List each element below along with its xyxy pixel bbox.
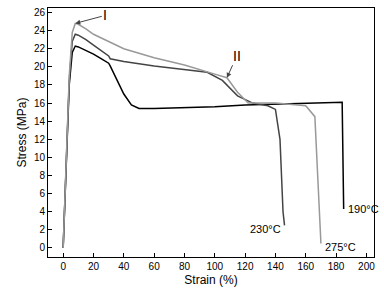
svg-text:22: 22 <box>34 43 46 54</box>
svg-text:230°C: 230°C <box>250 223 281 235</box>
svg-text:8: 8 <box>39 170 45 181</box>
svg-text:Strain (%): Strain (%) <box>184 273 237 287</box>
svg-text:190°C: 190°C <box>348 203 379 215</box>
svg-text:20: 20 <box>34 61 46 72</box>
svg-text:I: I <box>103 7 107 23</box>
svg-text:6: 6 <box>39 188 45 199</box>
svg-text:2: 2 <box>39 224 45 235</box>
svg-text:Stress (MPa): Stress (MPa) <box>15 97 29 167</box>
svg-text:18: 18 <box>34 79 46 90</box>
svg-text:24: 24 <box>34 25 46 36</box>
svg-text:II: II <box>233 48 241 64</box>
svg-text:120: 120 <box>237 261 254 272</box>
svg-text:80: 80 <box>179 261 191 272</box>
svg-text:275°C: 275°C <box>325 241 356 253</box>
svg-text:0: 0 <box>60 261 66 272</box>
svg-text:16: 16 <box>34 98 46 109</box>
svg-text:20: 20 <box>88 261 100 272</box>
svg-text:180: 180 <box>328 261 345 272</box>
svg-text:100: 100 <box>206 261 223 272</box>
svg-text:12: 12 <box>34 134 46 145</box>
svg-text:40: 40 <box>118 261 130 272</box>
svg-text:140: 140 <box>267 261 284 272</box>
svg-text:200: 200 <box>358 261 375 272</box>
svg-text:160: 160 <box>297 261 314 272</box>
svg-text:10: 10 <box>34 152 46 163</box>
svg-text:0: 0 <box>39 242 45 253</box>
svg-text:4: 4 <box>39 206 45 217</box>
svg-text:26: 26 <box>34 7 46 18</box>
svg-text:14: 14 <box>34 116 46 127</box>
svg-text:60: 60 <box>149 261 161 272</box>
